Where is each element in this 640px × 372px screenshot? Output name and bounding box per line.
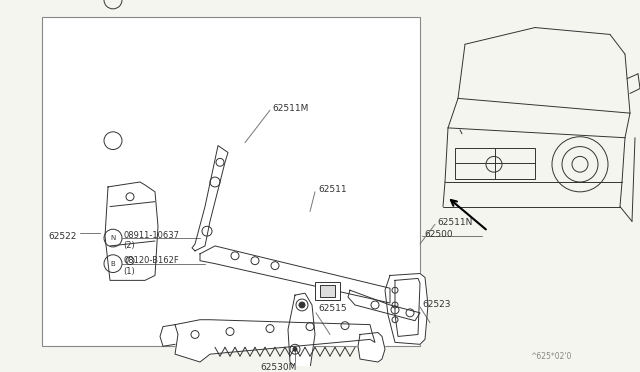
Text: 62515: 62515 (318, 304, 347, 313)
Text: (2): (2) (123, 241, 135, 250)
Circle shape (293, 347, 297, 351)
Text: 62522: 62522 (48, 232, 76, 241)
Polygon shape (288, 293, 315, 372)
Bar (455, 148, 535, 179)
Text: 62511N: 62511N (437, 218, 472, 227)
Polygon shape (105, 182, 158, 280)
Circle shape (299, 302, 305, 308)
Text: 62523: 62523 (422, 301, 451, 310)
Text: N: N (110, 235, 116, 241)
Bar (42, 17, 420, 346)
Bar (320, 285, 335, 297)
Text: (1): (1) (123, 267, 135, 276)
Text: 08120-B162F: 08120-B162F (123, 256, 179, 265)
Polygon shape (192, 145, 228, 251)
Text: 08911-10637: 08911-10637 (123, 231, 179, 240)
Text: B: B (111, 261, 115, 267)
Polygon shape (385, 273, 428, 344)
Polygon shape (175, 320, 375, 362)
Polygon shape (358, 333, 385, 362)
Text: ^625*02'0: ^625*02'0 (530, 352, 572, 360)
Polygon shape (348, 290, 420, 321)
Text: 62511M: 62511M (272, 104, 308, 113)
Text: 62511: 62511 (318, 185, 347, 194)
Text: 62530M: 62530M (260, 363, 296, 372)
Polygon shape (200, 246, 390, 303)
Bar (315, 282, 340, 300)
Text: 62500: 62500 (424, 230, 452, 238)
